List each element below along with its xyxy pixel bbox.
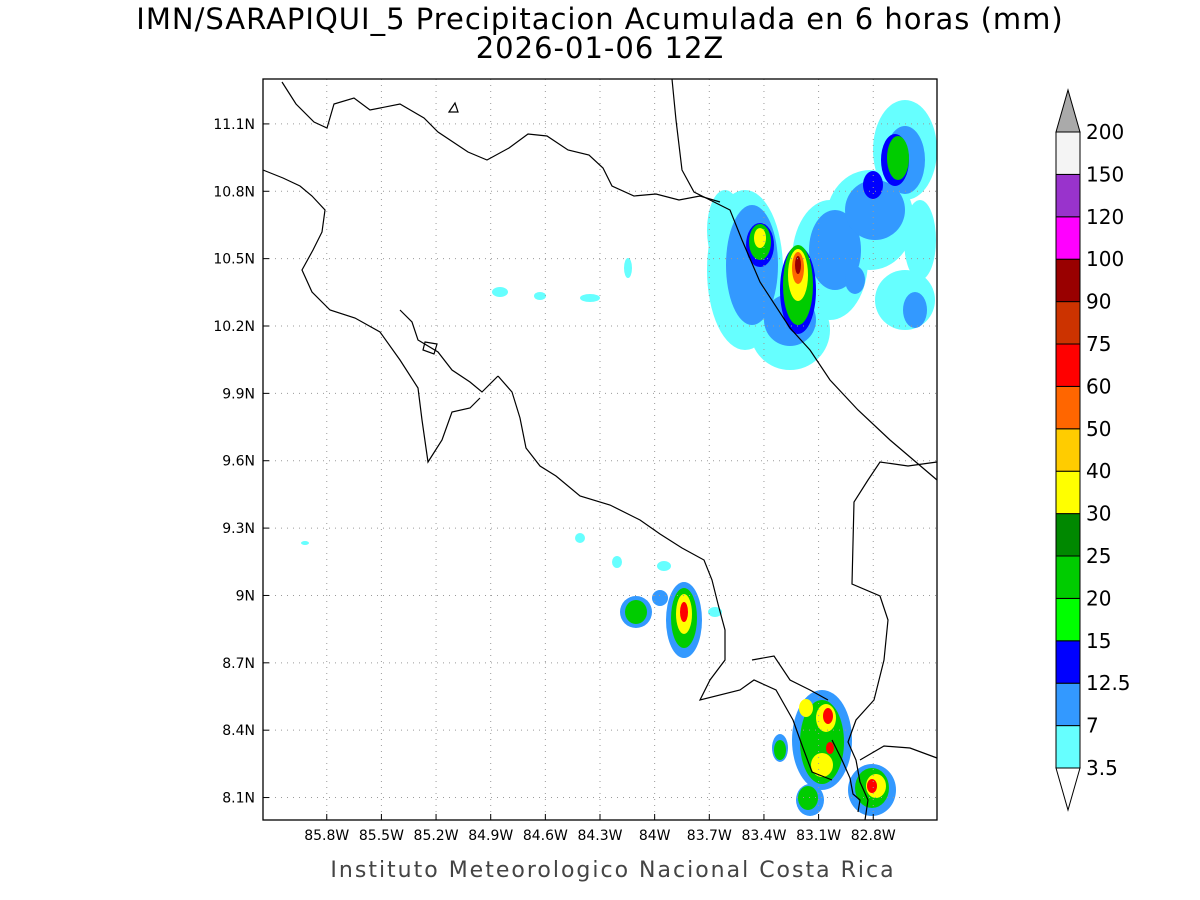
precip-area-light [580, 294, 600, 302]
lat-tick-label: 9N [236, 588, 255, 604]
colorbar-swatch [1055, 173, 1081, 218]
colorbar-label: 30 [1086, 502, 1111, 526]
lon-tick-label: 84.3W [577, 828, 622, 844]
lon-tick-label: 85.5W [359, 828, 404, 844]
colorbar-label: 12.5 [1086, 671, 1131, 695]
institution-credit: Instituto Meteorologico Nacional Costa R… [330, 858, 895, 883]
precipitation-layer [301, 100, 937, 816]
colorbar-label: 50 [1086, 417, 1111, 441]
colorbar-label: 90 [1086, 290, 1111, 314]
lat-tick-label: 8.1N [222, 791, 255, 807]
lat-tick-label: 11.1N [213, 117, 255, 133]
lon-tick-label: 84.9W [468, 828, 513, 844]
colorbar-label: 7 [1086, 714, 1099, 738]
colorbar-label: 100 [1086, 247, 1124, 271]
precip-area-moderate [845, 180, 905, 240]
precip-core-max [795, 256, 801, 274]
colorbar-swatch [1055, 725, 1081, 769]
coastline-borders [262, 78, 938, 821]
precip-area-light [492, 287, 508, 297]
colorbar-swatch [1055, 258, 1081, 303]
colorbar-swatch [1055, 682, 1081, 727]
precip-core-green [887, 136, 909, 180]
lon-tick-label: 84.6W [523, 828, 568, 844]
precip-area-light [301, 541, 309, 545]
precip-core-yellow [799, 699, 813, 717]
colorbar-swatch [1055, 470, 1081, 515]
colorbar-swatch [1055, 555, 1081, 599]
lon-tick-label: 83.4W [741, 828, 786, 844]
map-subtitle-date: 2026-01-06 12Z [476, 31, 725, 65]
precip-area-light [534, 292, 546, 300]
precip-area-moderate [903, 292, 927, 328]
precip-area-light [612, 556, 622, 568]
colorbar-swatch [1055, 640, 1081, 684]
lat-tick-label: 10.5N [213, 252, 255, 268]
lon-tick-label: 83.1W [796, 828, 841, 844]
precip-core-max [867, 779, 877, 793]
colorbar-label: 120 [1086, 205, 1124, 229]
latitude-tick-labels: 11.1N 10.8N 10.5N 10.2N 9.9N 9.6N 9.3N 9N 8.7N 8.… [213, 117, 269, 807]
precipitation-colorbar: 3.5 7 12.5 15 20 25 30 40 50 60 75 90 100 120 150 200 [1055, 88, 1131, 812]
lon-tick-label: 85.2W [414, 828, 459, 844]
colorbar-label: 200 [1086, 120, 1124, 144]
precip-core-max [826, 742, 834, 754]
colorbar-label: 60 [1086, 374, 1111, 398]
precip-area-moderate [652, 590, 668, 606]
precip-core-green [774, 740, 786, 760]
colorbar-upper-arrow [1055, 88, 1081, 133]
colorbar-swatch [1055, 301, 1081, 345]
lat-tick-label: 8.4N [222, 723, 255, 739]
lat-tick-label: 9.3N [222, 521, 255, 537]
precip-core-yellow [811, 753, 833, 777]
precip-area-light [708, 607, 722, 617]
precip-core-yellow [754, 228, 766, 248]
lat-tick-label: 9.6N [222, 454, 255, 470]
colorbar-label: 25 [1086, 544, 1111, 568]
lon-tick-label: 82.8W [851, 828, 896, 844]
lon-tick-label: 83.7W [687, 828, 732, 844]
colorbar-swatch [1055, 343, 1081, 387]
lat-tick-label: 8.7N [222, 656, 255, 672]
precip-area-moderate [845, 266, 865, 294]
precip-area-light [575, 533, 585, 543]
colorbar-swatch [1055, 131, 1081, 175]
precip-area-moderate [809, 210, 861, 290]
colorbar-label: 15 [1086, 629, 1111, 653]
colorbar-label: 40 [1086, 459, 1111, 483]
lat-tick-label: 9.9N [222, 386, 255, 402]
precip-area-light [657, 561, 671, 571]
precip-core-max [680, 602, 688, 622]
map-gridlines [263, 79, 937, 820]
lat-tick-label: 10.8N [213, 184, 255, 200]
lon-tick-label: 84W [639, 828, 671, 844]
map-plot-area: 85.8W 85.5W 85.2W 84.9W 84.6W 84.3W 84W 83.7W 83… [213, 78, 938, 844]
colorbar-label: 3.5 [1086, 756, 1118, 780]
precip-area-light [875, 270, 935, 330]
colorbar-label: 20 [1086, 586, 1111, 610]
lat-tick-label: 10.2N [213, 319, 255, 335]
precip-area-light [904, 200, 936, 280]
lon-tick-label: 85.8W [304, 828, 349, 844]
colorbar-swatch [1055, 385, 1081, 430]
colorbar-swatch [1055, 513, 1081, 557]
map-title: IMN/SARAPIQUI_5 Precipitacion Acumulada … [136, 2, 1063, 36]
precip-core-max [823, 708, 833, 724]
colorbar-swatch [1055, 216, 1081, 260]
colorbar-label: 75 [1086, 332, 1111, 356]
precip-area-heavy [863, 171, 883, 199]
precip-core-green [625, 600, 647, 624]
colorbar-swatch [1055, 428, 1081, 472]
colorbar-label: 150 [1086, 162, 1124, 186]
colorbar-swatch [1055, 597, 1081, 642]
precip-area-light [624, 258, 632, 278]
colorbar-lower-arrow [1055, 767, 1081, 812]
precip-core-green [798, 786, 818, 810]
longitude-tick-labels: 85.8W 85.5W 85.2W 84.9W 84.6W 84.3W 84W 83.7W 83… [304, 814, 896, 844]
